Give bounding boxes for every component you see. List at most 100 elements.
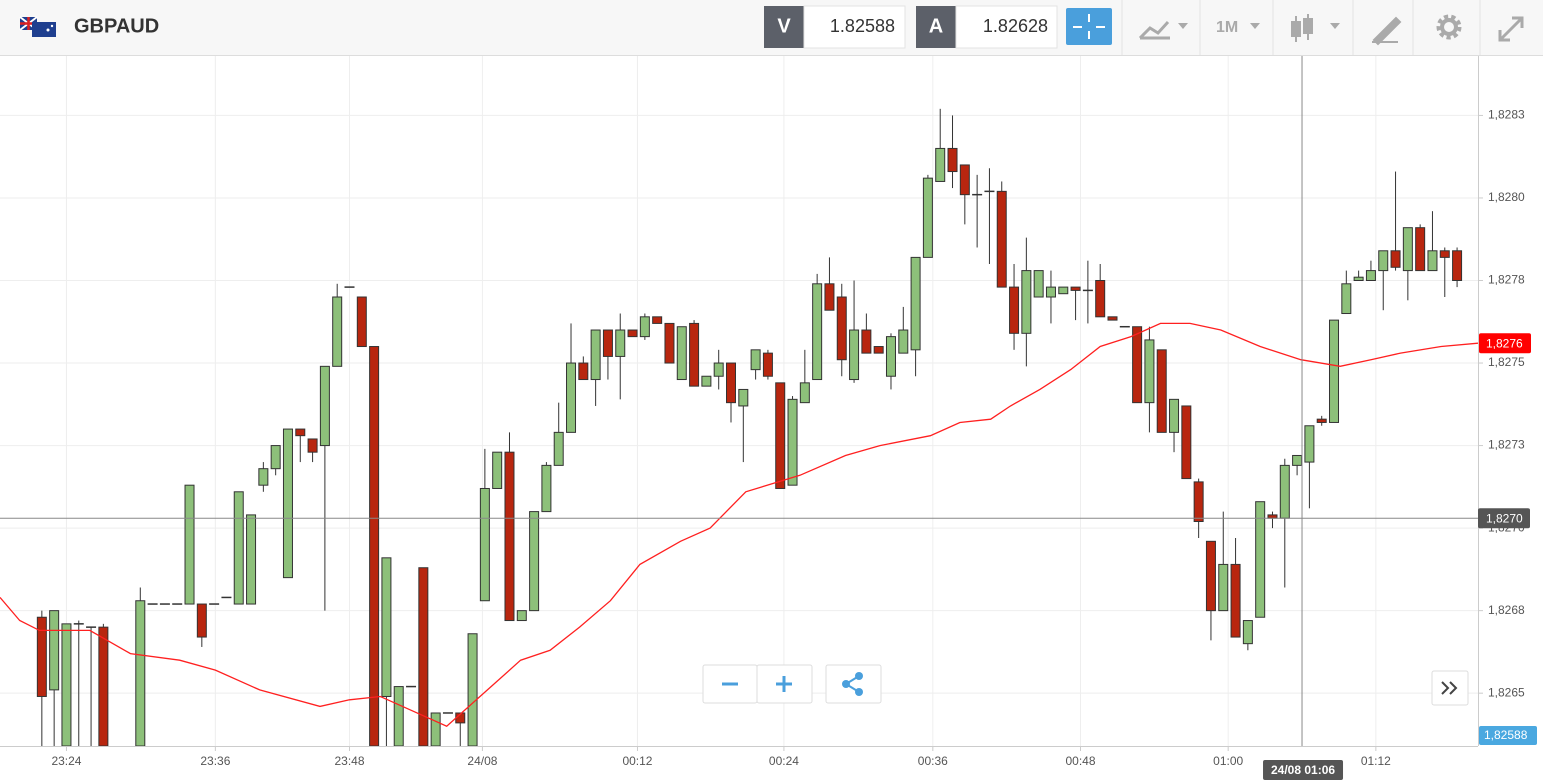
ask-button[interactable] (916, 6, 956, 48)
candle-body (959, 164, 970, 196)
candle-body (676, 326, 687, 381)
ask-price: 1.82628 (983, 16, 1048, 36)
x-tick-label: 01:00 (1213, 754, 1243, 768)
candle-body (1107, 316, 1118, 321)
last-value-tag (1479, 333, 1531, 354)
candle-body (98, 626, 109, 746)
y-tick-label: 1,8268 (1488, 603, 1525, 617)
candle-body (1009, 286, 1020, 334)
x-tick-label: 24/08 (467, 754, 497, 768)
x-tick-label: 01:12 (1361, 754, 1391, 768)
candle-body (726, 362, 737, 404)
fullscreen-button[interactable] (1498, 16, 1524, 42)
candle-body (861, 329, 872, 354)
candle-body (1316, 418, 1327, 423)
candle-body (1255, 501, 1266, 618)
candle-body (664, 322, 675, 364)
x-tick-label: 00:24 (769, 754, 799, 768)
candle-body (1439, 250, 1450, 258)
candle-body (1205, 540, 1216, 612)
timeframe[interactable]: 1M (1216, 19, 1238, 36)
candle-body (1218, 563, 1229, 612)
crosshair-x-label: 24/08 01:06 (1271, 763, 1335, 777)
candle-body (295, 428, 306, 437)
candle-body (479, 487, 490, 602)
candle-body (418, 567, 429, 746)
candle-body (36, 616, 47, 697)
candle-body (935, 147, 946, 182)
candle-body (701, 375, 712, 387)
candle-body (750, 349, 761, 371)
x-tick-label: 23:36 (200, 754, 230, 768)
double-arrow-icon (1441, 681, 1458, 695)
scroll-right-button[interactable] (1431, 670, 1469, 706)
y-tick-label: 1,8265 (1488, 685, 1525, 699)
y-tick-label: 1,8283 (1488, 108, 1525, 122)
candle-body (1390, 250, 1401, 268)
candle-body (1230, 563, 1241, 638)
candle-body (590, 329, 601, 381)
candles-button[interactable] (1291, 14, 1313, 42)
moving-average (0, 322, 1478, 727)
candle-body (1242, 620, 1253, 645)
candle-body (762, 352, 773, 377)
candle-body (910, 256, 921, 351)
candle-body (1181, 405, 1192, 480)
toolbar-separators (1121, 0, 1481, 55)
settings-button[interactable] (1436, 14, 1462, 40)
candle-body (1402, 227, 1413, 272)
flag (19, 16, 56, 37)
candle-body (996, 190, 1007, 288)
candle-body (492, 451, 503, 489)
crosshair-y-label: 1,8270 (1486, 511, 1523, 525)
candle-body (615, 329, 626, 357)
bid-button[interactable] (764, 6, 804, 48)
candle-body (652, 316, 663, 324)
draw-button[interactable] (1372, 16, 1402, 46)
crosshair-y-tag (1478, 508, 1530, 529)
candle-body (258, 468, 269, 486)
candle-body (529, 511, 540, 612)
candle-body (947, 147, 958, 173)
candle-body (553, 431, 564, 466)
symbol: GBPAUD (74, 15, 159, 37)
last-value-label: 1,8276 (1486, 336, 1523, 350)
candle-body (824, 283, 835, 311)
candle-body (1292, 454, 1303, 466)
candle-body (516, 610, 527, 622)
candle-body (1329, 319, 1340, 423)
share-button[interactable] (825, 664, 882, 704)
chart-type-button[interactable] (1138, 20, 1170, 40)
candle-body (922, 177, 933, 258)
candle-body (738, 388, 749, 407)
candle-body (1156, 349, 1167, 433)
bid-tag (1479, 726, 1537, 745)
x-tick-label: 00:48 (1065, 754, 1095, 768)
candle-body (898, 329, 909, 354)
candle-body (1427, 250, 1438, 272)
candle-body (775, 382, 786, 489)
candle-body (885, 336, 896, 377)
candle-body (1341, 283, 1352, 315)
dropdown-arrow (1250, 23, 1260, 29)
candle-body (332, 296, 343, 367)
candle-body (282, 428, 293, 579)
bid-tag-label: 1,82588 (1484, 728, 1528, 742)
zoom-controls (702, 664, 1469, 706)
dropdown-arrow (1178, 23, 1188, 29)
ask-label: A (929, 15, 943, 37)
x-tick-label: 23:24 (51, 754, 81, 768)
candle-body (799, 382, 810, 404)
bid-price: 1.82588 (830, 16, 895, 36)
candle-body (836, 296, 847, 361)
candle-body (504, 451, 515, 622)
candle-body (319, 365, 330, 447)
candle-body (873, 346, 884, 354)
candle-body (578, 362, 589, 381)
plus-icon (776, 676, 792, 692)
bid-label: V (777, 15, 791, 37)
crosshair-button[interactable] (1066, 8, 1112, 45)
dropdown-arrow (1330, 23, 1340, 29)
y-tick-label: 1,8273 (1488, 438, 1525, 452)
candle-body (356, 296, 367, 348)
